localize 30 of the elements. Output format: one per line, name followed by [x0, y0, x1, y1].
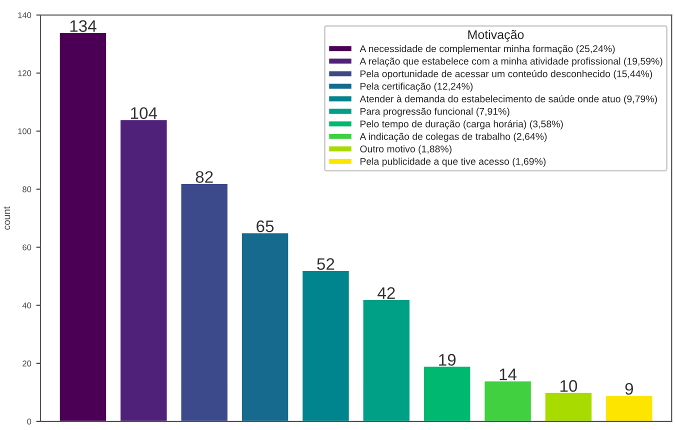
legend-label: Para progressão funcional (7,91%): [360, 108, 510, 117]
data-label: 104: [131, 107, 158, 120]
data-label: 19: [439, 354, 456, 366]
legend-label: A indicação de colegas de trabalho (2,64%): [360, 132, 547, 142]
legend-label: Pela publicidade a que tive acesso (1,69%): [360, 158, 546, 167]
legend-label: A relação que estabelece com a minha atividade profissional (19,59%): [360, 58, 662, 67]
y-tick-label: 120: [18, 70, 32, 76]
data-label: 42: [378, 287, 395, 299]
data-label: 10: [560, 380, 578, 392]
data-label: 65: [256, 220, 274, 232]
y-tick-label: 0: [27, 418, 32, 424]
legend-title: Motivação: [468, 30, 524, 42]
y-tick-label: 100: [18, 128, 32, 134]
legend-label: Pela oportunidade de acessar um conteúdo desconhecido (15,44%): [360, 70, 652, 80]
legend-label: Pela certificação (12,24%): [360, 82, 473, 92]
data-label: 134: [70, 20, 96, 32]
data-label: 9: [625, 382, 633, 395]
legend-label: Outro motivo (1,88%): [360, 145, 452, 154]
y-tick-label: 140: [18, 12, 32, 18]
data-label: 82: [196, 171, 213, 183]
legend-label: Atender à demanda do estabelecimento de saúde onde atuo (9,79%): [360, 95, 657, 104]
y-axis-title: count: [4, 206, 10, 230]
y-tick-label: 60: [22, 244, 32, 250]
data-label: 52: [317, 258, 334, 270]
y-tick-label: 20: [22, 360, 32, 366]
legend-label: A necessidade de complementar minha formação (25,24%): [360, 45, 615, 54]
legend-label: Pelo tempo de duração (carga horária) (3,58%): [360, 120, 563, 130]
y-tick-label: 80: [22, 186, 32, 192]
data-label: 14: [500, 368, 517, 380]
y-tick-label: 40: [22, 302, 32, 308]
